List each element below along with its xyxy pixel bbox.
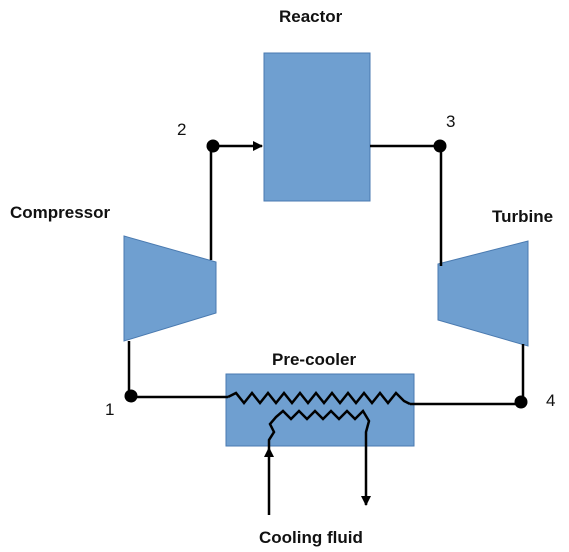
node-1-label: 1 (105, 400, 115, 419)
precooler-cold-coil (267, 408, 371, 506)
compressor-label: Compressor (10, 203, 111, 222)
precooler-hot-coil (227, 390, 411, 406)
turbine-label: Turbine (492, 207, 554, 226)
reactor-label: Reactor (279, 7, 343, 26)
node-3-dot (433, 139, 447, 153)
node-4-dot (514, 395, 528, 409)
precooler-block (225, 373, 415, 447)
node-4-label: 4 (546, 391, 556, 410)
node-2-label: 2 (177, 120, 187, 139)
node-3-label: 3 (446, 112, 456, 131)
cooling-fluid-label: Cooling fluid (259, 528, 363, 547)
node-2-dot (206, 139, 220, 153)
reactor-block (263, 52, 371, 202)
compressor-block (123, 235, 217, 342)
node-1-dot (124, 389, 138, 403)
precooler-label: Pre-cooler (272, 350, 357, 369)
turbine-block (437, 240, 529, 347)
